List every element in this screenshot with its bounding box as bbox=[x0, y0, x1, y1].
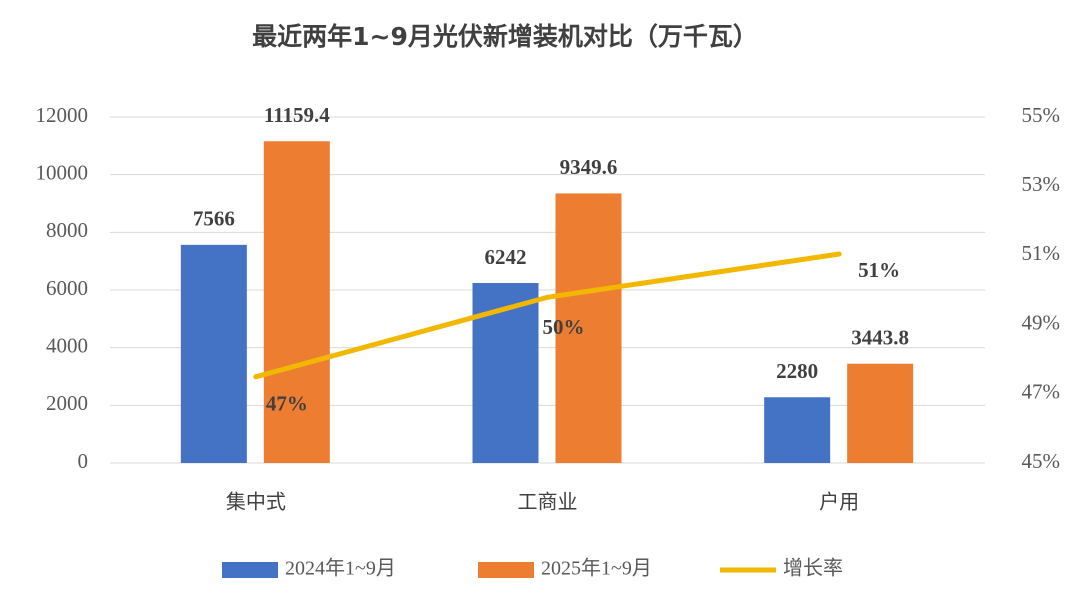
data-label: 6242 bbox=[485, 245, 527, 269]
y2-tick-label: 51% bbox=[1022, 241, 1061, 265]
data-label: 47% bbox=[266, 392, 308, 416]
legend-label: 2024年1~9月 bbox=[285, 557, 396, 580]
bar bbox=[847, 363, 914, 463]
bar bbox=[180, 244, 247, 463]
x-tick-label: 工商业 bbox=[518, 490, 578, 514]
y-tick-label: 2000 bbox=[46, 391, 88, 415]
y-tick-label: 8000 bbox=[46, 218, 88, 242]
y-tick-label: 6000 bbox=[46, 276, 88, 300]
y2-tick-label: 53% bbox=[1022, 172, 1061, 196]
y2-tick-label: 47% bbox=[1022, 380, 1061, 404]
y-tick-label: 4000 bbox=[46, 333, 88, 357]
x-tick-label: 户用 bbox=[819, 490, 859, 514]
bar bbox=[555, 193, 622, 463]
chart-title: 最近两年1~9月光伏新增装机对比（万千瓦） bbox=[252, 22, 758, 51]
legend-swatch bbox=[222, 562, 278, 578]
legend-swatch bbox=[478, 562, 534, 578]
y2-tick-label: 45% bbox=[1022, 449, 1061, 473]
data-label: 50% bbox=[543, 315, 585, 339]
data-label: 11159.4 bbox=[264, 103, 330, 127]
x-tick-label: 集中式 bbox=[226, 490, 286, 514]
legend-label: 增长率 bbox=[783, 557, 843, 580]
data-label: 2280 bbox=[776, 359, 818, 383]
y2-tick-label: 55% bbox=[1022, 103, 1061, 127]
bar bbox=[764, 397, 831, 463]
bar bbox=[263, 141, 330, 463]
y2-tick-label: 49% bbox=[1022, 310, 1061, 334]
y-tick-label: 0 bbox=[78, 449, 89, 473]
legend-label: 2025年1~9月 bbox=[541, 557, 652, 580]
y-tick-label: 10000 bbox=[36, 160, 89, 184]
line bbox=[253, 251, 842, 380]
data-label: 51% bbox=[858, 258, 900, 282]
data-label: 7566 bbox=[193, 207, 235, 231]
y-tick-label: 12000 bbox=[36, 103, 89, 127]
data-label: 9349.6 bbox=[560, 155, 618, 179]
data-label: 3443.8 bbox=[851, 326, 909, 350]
